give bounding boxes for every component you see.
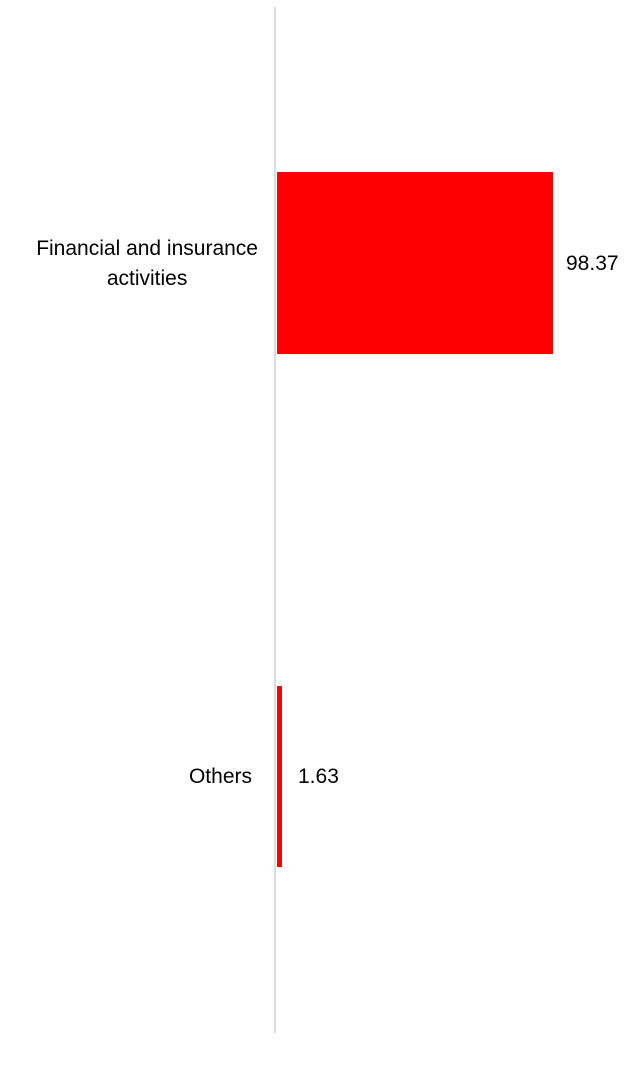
category-label-line: activities [106,267,188,290]
category-label-line: Others [188,765,252,788]
axis-baseline [274,7,276,1033]
category-label-others: Others [189,762,252,792]
bar-others [277,686,282,867]
category-label-financial-insurance: Financial and insurance activities [36,234,258,294]
bar-financial-insurance [277,172,553,354]
value-label-others: 1.63 [298,765,339,788]
category-label-line: Financial and insurance [36,237,258,260]
value-label-financial-insurance: 98.37 [566,252,619,275]
